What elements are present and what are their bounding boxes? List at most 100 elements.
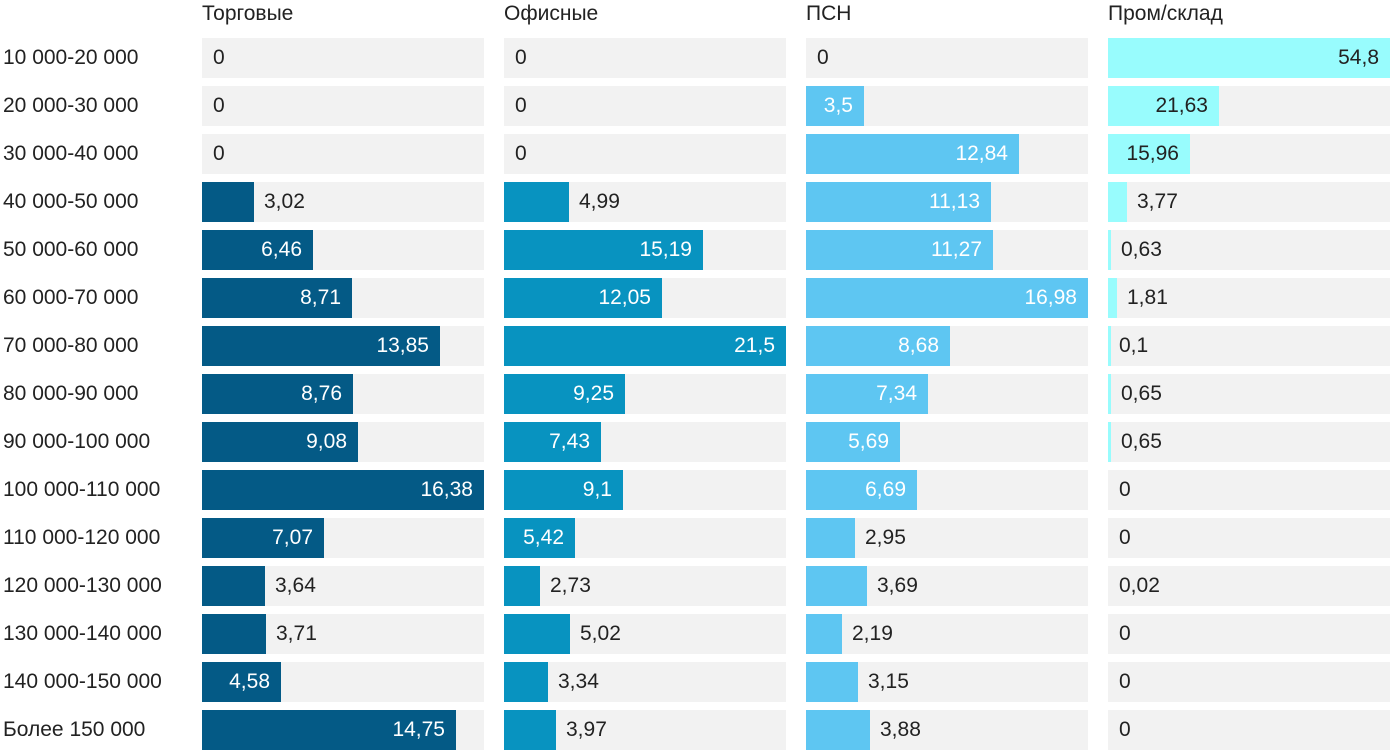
bar-track: 12,84 — [806, 134, 1088, 174]
bar — [504, 470, 623, 510]
data-label: 0 — [1119, 622, 1131, 645]
bar — [504, 278, 662, 318]
bar — [1108, 86, 1219, 126]
bar — [806, 374, 928, 414]
bar — [504, 326, 786, 366]
bar-track: 0 — [504, 86, 786, 126]
category-label: 60 000-70 000 — [3, 286, 139, 309]
bar — [504, 422, 601, 462]
bar — [202, 230, 313, 270]
data-label: 4,99 — [579, 190, 620, 213]
category-label: 70 000-80 000 — [3, 334, 139, 357]
data-label: 3,02 — [264, 190, 305, 213]
bar — [504, 662, 548, 702]
bar-track: 0 — [1108, 662, 1390, 702]
bar-track: 0,65 — [1108, 374, 1390, 414]
data-label: 3,97 — [566, 718, 607, 741]
bar-track: 3,15 — [806, 662, 1088, 702]
bar-track: 1,81 — [1108, 278, 1390, 318]
bar-track: 4,99 — [504, 182, 786, 222]
bar-track: 3,77 — [1108, 182, 1390, 222]
bar — [806, 710, 870, 750]
data-label: 0,65 — [1121, 430, 1162, 453]
data-label: 3,5 — [823, 94, 853, 117]
data-label: 5,42 — [523, 526, 564, 549]
bar-track: 11,27 — [806, 230, 1088, 270]
data-label: 54,8 — [1338, 46, 1379, 69]
bar-track: 3,88 — [806, 710, 1088, 750]
bar — [202, 422, 358, 462]
bar-track: 3,69 — [806, 566, 1088, 606]
bar — [1108, 422, 1111, 462]
bar — [1108, 278, 1117, 318]
bar — [202, 710, 456, 750]
bar-track: 8,68 — [806, 326, 1088, 366]
bar — [806, 326, 950, 366]
data-label: 8,68 — [898, 334, 939, 357]
category-label: 120 000-130 000 — [3, 574, 162, 597]
data-label: 0,65 — [1121, 382, 1162, 405]
data-label: 12,84 — [955, 142, 1008, 165]
data-label: 0 — [1119, 718, 1131, 741]
data-label: 0,1 — [1119, 334, 1149, 357]
data-label: 14,75 — [392, 718, 445, 741]
data-label: 15,96 — [1126, 142, 1179, 165]
bar — [504, 182, 569, 222]
data-label: 0 — [1119, 670, 1131, 693]
panel-title: Пром/склад — [1108, 2, 1223, 25]
data-label: 0 — [515, 142, 527, 165]
data-label: 0 — [213, 142, 225, 165]
bar — [504, 374, 625, 414]
data-label: 7,43 — [549, 430, 590, 453]
data-label: 13,85 — [376, 334, 429, 357]
bar — [806, 134, 1019, 174]
bar-track: 0 — [1108, 518, 1390, 558]
bar-track: 3,97 — [504, 710, 786, 750]
data-label: 15,19 — [639, 238, 692, 261]
bar-track: 0 — [504, 38, 786, 78]
data-label: 12,05 — [598, 286, 651, 309]
data-label: 6,69 — [865, 478, 906, 501]
bar — [202, 278, 352, 318]
bar-track: 15,19 — [504, 230, 786, 270]
bar-track: 9,25 — [504, 374, 786, 414]
category-label: 140 000-150 000 — [3, 670, 162, 693]
bar-track: 7,34 — [806, 374, 1088, 414]
bar — [202, 566, 265, 606]
bar — [806, 470, 917, 510]
bar — [806, 278, 1088, 318]
data-label: 4,58 — [229, 670, 270, 693]
bar-track: 0,02 — [1108, 566, 1390, 606]
bar-track: 5,69 — [806, 422, 1088, 462]
data-label: 2,19 — [852, 622, 893, 645]
bar — [806, 182, 991, 222]
bar — [504, 566, 540, 606]
data-label: 16,38 — [420, 478, 473, 501]
data-label: 1,81 — [1127, 286, 1168, 309]
bar-track: 4,58 — [202, 662, 484, 702]
data-label: 3,15 — [868, 670, 909, 693]
bar — [504, 614, 570, 654]
category-label: 30 000-40 000 — [3, 142, 139, 165]
bar — [202, 518, 324, 558]
bar-track: 0 — [1108, 710, 1390, 750]
data-label: 2,95 — [865, 526, 906, 549]
data-label: 0 — [213, 94, 225, 117]
bar — [806, 566, 867, 606]
bar — [202, 662, 281, 702]
bar-track: 12,05 — [504, 278, 786, 318]
bar-track: 5,02 — [504, 614, 786, 654]
data-label: 21,5 — [734, 334, 775, 357]
data-label: 3,64 — [275, 574, 316, 597]
data-label: 0 — [515, 94, 527, 117]
data-label: 8,76 — [301, 382, 342, 405]
data-label: 0 — [515, 46, 527, 69]
bar-track: 3,02 — [202, 182, 484, 222]
bar — [202, 614, 266, 654]
bar-track: 15,96 — [1108, 134, 1390, 174]
bar-track: 8,71 — [202, 278, 484, 318]
bar-track: 2,19 — [806, 614, 1088, 654]
bar-track: 2,73 — [504, 566, 786, 606]
data-label: 0 — [213, 46, 225, 69]
